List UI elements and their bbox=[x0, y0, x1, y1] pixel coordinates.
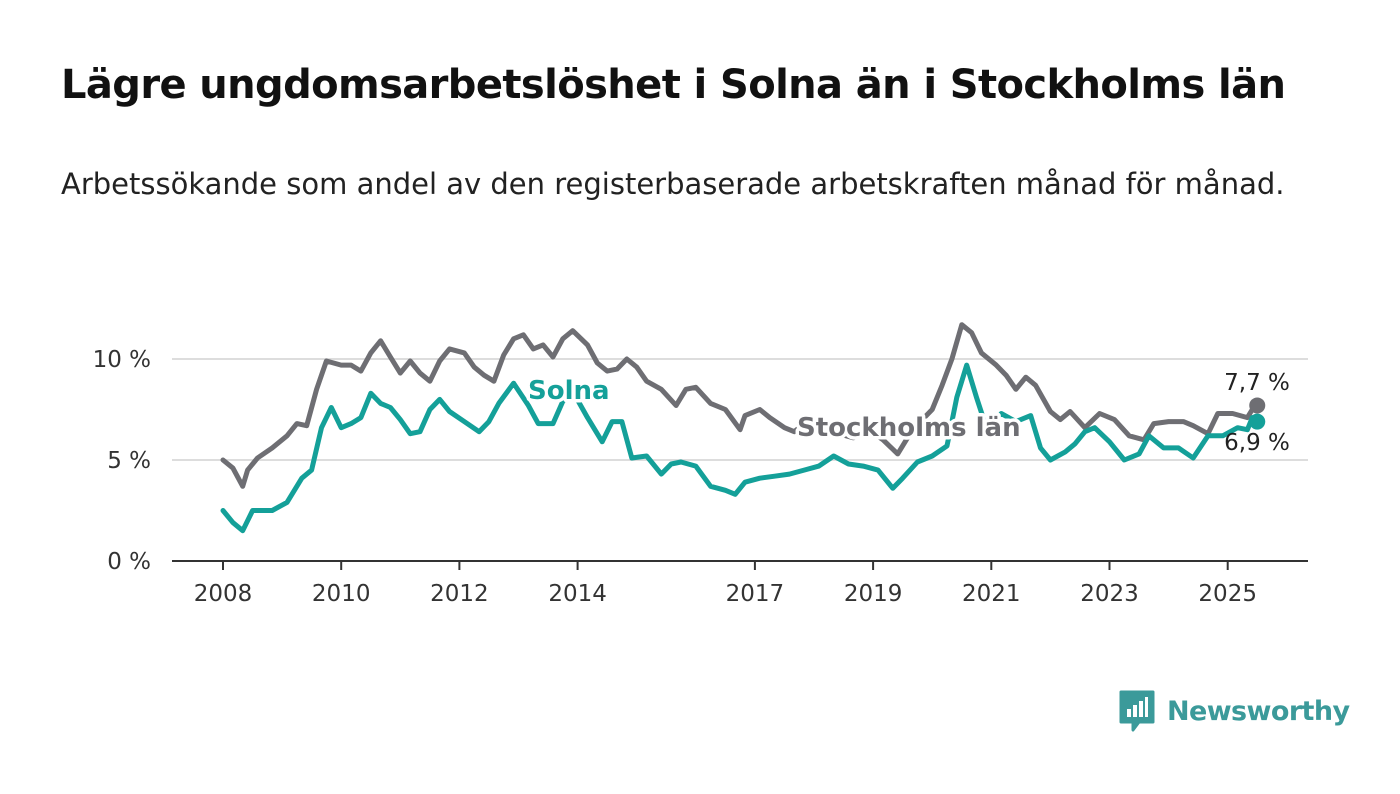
series-line bbox=[220, 322, 1260, 489]
y-tick-label: 5 % bbox=[107, 448, 151, 474]
x-axis: 2008 2010 2012 2014 2017 2019 2021 2023 2025 bbox=[194, 561, 1257, 607]
x-tick-label: 2014 bbox=[548, 581, 607, 607]
series-end-dot bbox=[1249, 413, 1266, 430]
series-lines bbox=[220, 322, 1266, 534]
grid-lines bbox=[172, 358, 1308, 562]
chart-subtitle: Arbetssökande som andel av den registerb… bbox=[61, 167, 1285, 201]
series-name-label: Solna bbox=[528, 376, 610, 406]
chart-title: Lägre ungdomsarbetslöshet i Solna än i S… bbox=[61, 62, 1286, 108]
series-end-label: 6,9 % bbox=[1224, 430, 1290, 456]
series-name-label: Stockholms län bbox=[797, 413, 1021, 443]
brand-name: Newsworthy bbox=[1167, 696, 1350, 727]
y-tick-label: 0 % bbox=[107, 549, 151, 575]
y-axis: 0 % 5 % 10 % bbox=[93, 347, 151, 575]
x-tick-label: 2023 bbox=[1080, 581, 1139, 607]
x-tick-label: 2012 bbox=[430, 581, 489, 607]
series-line bbox=[220, 362, 1260, 534]
y-tick-label: 10 % bbox=[93, 347, 151, 373]
series-labels: 7,7 % 6,9 % Solna Stockholms län bbox=[525, 370, 1290, 456]
x-tick-label: 2017 bbox=[726, 581, 785, 607]
x-tick-label: 2019 bbox=[844, 581, 903, 607]
series-end-label: 7,7 % bbox=[1224, 370, 1290, 396]
newsworthy-logo: Newsworthy bbox=[1119, 690, 1350, 734]
x-tick-label: 2025 bbox=[1198, 581, 1257, 607]
x-tick-label: 2008 bbox=[194, 581, 253, 607]
x-tick-label: 2010 bbox=[312, 581, 371, 607]
x-tick-label: 2021 bbox=[962, 581, 1021, 607]
newsworthy-logo-icon bbox=[1119, 690, 1155, 732]
series-end-dot bbox=[1249, 397, 1266, 414]
